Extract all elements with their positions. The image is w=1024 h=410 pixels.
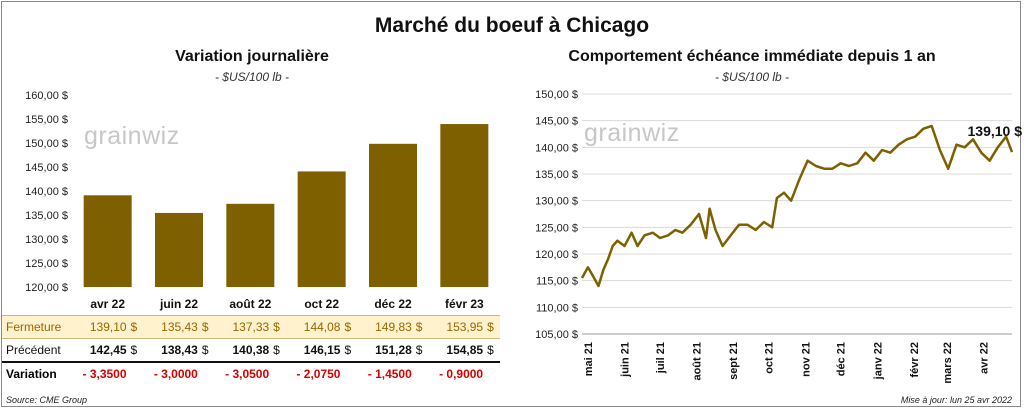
line-x-tick-label: nov 21 xyxy=(800,342,812,377)
table-cell-currency xyxy=(413,361,429,385)
line-y-tick-label: 150,00 $ xyxy=(535,89,578,101)
table-cell-value: 137,33 xyxy=(214,315,272,339)
table-cell-value: 153,95 xyxy=(428,315,486,339)
line-x-tick-label: janv 22 xyxy=(872,342,884,380)
line-x-tick-label: juil 21 xyxy=(655,342,667,374)
main-title: Marché du boeuf à Chicago xyxy=(374,14,650,37)
bar xyxy=(440,124,489,287)
bar-y-tick-label: 160,00 $ xyxy=(25,90,68,102)
left-chart-title: Variation journalière xyxy=(175,48,329,65)
bar-y-tick-label: 155,00 $ xyxy=(25,114,68,126)
line-y-tick-label: 130,00 $ xyxy=(535,196,578,208)
line-y-tick-label: 110,00 $ xyxy=(536,302,578,314)
line-x-tick-label: avr 22 xyxy=(979,342,991,374)
table-row-precedent: Précédent 142,45 $138,43 $140,38 $146,15 $151… xyxy=(2,339,500,363)
line-x-tick-label: mai 21 xyxy=(583,342,595,376)
table-cell-currency: $ xyxy=(271,315,286,339)
table-cell-currency xyxy=(128,361,144,385)
table-cell-currency xyxy=(199,361,215,385)
table-cell-currency: $ xyxy=(344,343,352,357)
bar-x-tick-label: déc 22 xyxy=(374,297,412,311)
bar-x-tick-label: juin 22 xyxy=(159,297,198,311)
table-cell-currency: $ xyxy=(201,343,209,357)
table-cell-value: 154,85 xyxy=(446,343,484,357)
left-chart-unit: - $US/100 lb - xyxy=(214,70,290,84)
table-cell-value: - 3,0000 xyxy=(143,361,200,385)
table-cell-value: 135,43 xyxy=(143,315,200,339)
bar-x-tick-label: août 22 xyxy=(229,297,271,311)
table-cell-value: 138,43 xyxy=(161,343,198,357)
table-cell-currency: $ xyxy=(485,315,500,339)
table-cell-currency: $ xyxy=(273,343,280,357)
bar-x-tick-label: avr 22 xyxy=(90,297,125,311)
bar-y-tick-label: 120,00 $ xyxy=(25,282,68,294)
bar xyxy=(297,171,346,287)
table-row-fermeture: Fermeture 139,10 $135,43 $137,33 $144,08 $149… xyxy=(2,315,500,339)
line-y-tick-label: 105,00 $ xyxy=(535,329,578,341)
bar-y-tick-label: 145,00 $ xyxy=(25,162,68,174)
price-table: Fermeture 139,10 $135,43 $137,33 $144,08 $149… xyxy=(2,315,500,385)
line-y-tick-label: 120,00 $ xyxy=(535,249,578,261)
bar-y-tick-label: 150,00 $ xyxy=(25,138,68,150)
table-cell-value: - 3,3500 xyxy=(72,361,129,385)
last-value-label: 139,10 $ xyxy=(968,123,1023,139)
table-cell-currency: $ xyxy=(487,343,494,357)
row-label: Variation xyxy=(2,361,73,385)
source-note: Source: CME Group xyxy=(6,395,88,405)
bar xyxy=(369,143,417,287)
bar-x-tick-label: févr 23 xyxy=(445,297,484,311)
table-cell-value: - 3,0500 xyxy=(214,361,272,385)
line-x-tick-label: oct 21 xyxy=(764,342,776,374)
line-x-tick-label: août 21 xyxy=(692,342,704,381)
bar xyxy=(83,195,132,287)
right-chart-title: Comportement échéance immédiate depuis 1… xyxy=(568,48,936,65)
table-cell-currency xyxy=(342,361,358,385)
table-row-variation: Variation - 3,3500 - 3,0000 - 3,0500 - 2,075… xyxy=(2,361,500,385)
bar-y-tick-label: 135,00 $ xyxy=(25,210,68,222)
update-note: Mise à jour: lun 25 avr 2022 xyxy=(900,395,1012,405)
table-cell-value: 139,10 xyxy=(72,315,129,339)
line-x-tick-label: sept 21 xyxy=(728,342,740,380)
right-watermark-logo: grainwiz xyxy=(584,119,680,147)
line-y-tick-label: 145,00 $ xyxy=(535,116,578,128)
table-cell-value: 142,45 xyxy=(89,343,127,357)
bar-y-tick-label: 125,00 $ xyxy=(25,258,68,270)
right-chart-unit: - $US/100 lb - xyxy=(714,70,790,84)
line-x-tick-label: févr 22 xyxy=(909,342,921,377)
line-y-tick-label: 125,00 $ xyxy=(535,222,578,234)
bar-y-tick-label: 140,00 $ xyxy=(25,186,68,198)
left-watermark-logo: grainwiz xyxy=(84,122,180,150)
table-cell-value: 146,15 xyxy=(303,343,341,357)
line-x-tick-label: juin 21 xyxy=(620,342,632,378)
price-series-line xyxy=(580,124,1014,288)
table-cell-value: 149,83 xyxy=(357,315,414,339)
table-cell-currency: $ xyxy=(413,315,429,339)
table-cell-value: 144,08 xyxy=(286,315,343,339)
line-x-tick-label: mars 22 xyxy=(942,342,954,384)
bar xyxy=(155,212,203,287)
bar-x-tick-label: oct 22 xyxy=(304,297,339,311)
table-cell-currency: $ xyxy=(415,343,423,357)
table-cell-currency xyxy=(485,361,500,385)
table-cell-value: - 2,0750 xyxy=(286,361,343,385)
table-cell-currency xyxy=(271,361,286,385)
table-cell-currency: $ xyxy=(128,315,144,339)
table-cell-value: 140,38 xyxy=(232,343,270,357)
line-x-tick-label: déc 21 xyxy=(836,342,848,376)
line-y-tick-label: 115,00 $ xyxy=(536,276,578,288)
table-cell-value: - 0,9000 xyxy=(428,361,486,385)
bar-y-tick-label: 130,00 $ xyxy=(25,234,68,246)
table-cell-currency: $ xyxy=(199,315,215,339)
line-y-tick-label: 140,00 $ xyxy=(535,142,578,154)
line-y-tick-label: 135,00 $ xyxy=(535,169,578,181)
row-label: Fermeture xyxy=(2,315,73,339)
table-cell-value: 151,28 xyxy=(375,343,412,357)
bar xyxy=(226,203,275,287)
table-cell-value: - 1,4500 xyxy=(357,361,414,385)
table-cell-currency: $ xyxy=(130,343,138,357)
table-cell-currency: $ xyxy=(342,315,358,339)
row-label: Précédent xyxy=(6,343,61,357)
bar-chart: 120,00 $ 125,00 $ 130,00 $ 135,00 $ 140,00 $… xyxy=(25,90,489,311)
